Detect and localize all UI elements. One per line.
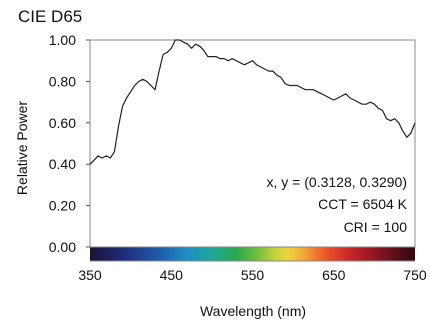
y-tick-label: 0.40 xyxy=(49,156,76,172)
spd-series-line xyxy=(89,39,416,165)
cri-annotation: CRI = 100 xyxy=(343,219,407,235)
y-tick-label: 0.60 xyxy=(49,115,76,131)
y-axis-label: Relative Power xyxy=(14,100,30,196)
x-tick-label: 450 xyxy=(160,267,184,283)
y-tick-label: 0.80 xyxy=(49,73,76,89)
cct-annotation: CCT = 6504 K xyxy=(318,196,407,212)
plot-frame xyxy=(89,39,416,248)
x-tick-label: 650 xyxy=(322,267,346,283)
x-tick-label: 750 xyxy=(403,267,427,283)
y-tick-label: 0.00 xyxy=(49,239,76,255)
x-tick-label: 550 xyxy=(241,267,265,283)
y-tick-label: 0.20 xyxy=(49,198,76,214)
chart-title: CIE D65 xyxy=(18,7,83,26)
spectrum-bar xyxy=(90,247,415,261)
x-tick-label: 350 xyxy=(78,267,102,283)
y-tick-label: 1.00 xyxy=(49,32,76,48)
chromaticity-annotation: x, y = (0.3128, 0.3290) xyxy=(266,174,407,190)
x-axis-label: Wavelength (nm) xyxy=(199,303,307,319)
